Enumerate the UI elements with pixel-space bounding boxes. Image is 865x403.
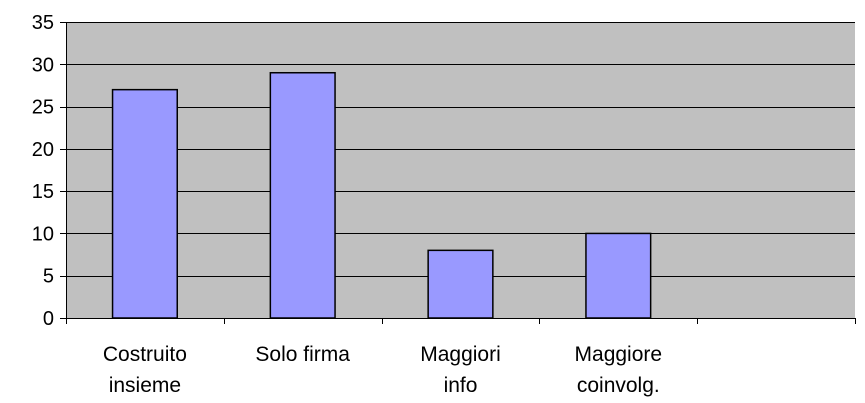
x-tick-label-line: Solo firma <box>255 343 350 366</box>
y-tick-label-5: 5 <box>43 266 54 288</box>
x-tick-label-3: Maggiore coinvolg. <box>575 343 663 397</box>
y-tick-label-15: 15 <box>32 181 54 203</box>
gridlines <box>66 22 855 277</box>
x-tick-label-0: Costruito insieme <box>103 343 187 397</box>
x-tick-label-line: coinvolg. <box>577 374 660 397</box>
x-tick-label-line: info <box>444 374 478 397</box>
bar-3 <box>585 232 652 319</box>
x-tick-label-line: insieme <box>109 374 181 397</box>
x-tick-label-line: Maggiore <box>575 343 663 366</box>
y-tick-labels: 0 5 10 15 20 25 30 35 <box>32 12 54 330</box>
x-tick-label-line: Costruito <box>103 343 187 366</box>
axes <box>60 22 856 324</box>
y-tick-label-20: 20 <box>32 139 54 161</box>
y-tick-label-30: 30 <box>32 54 54 76</box>
y-tick-label-0: 0 <box>43 308 54 330</box>
x-tick-label-1: Solo firma <box>255 343 350 366</box>
bar-0 <box>111 88 178 319</box>
y-tick-label-10: 10 <box>32 223 54 245</box>
y-tick-label-25: 25 <box>32 97 54 119</box>
x-tick-label-line: Maggiori <box>420 343 501 366</box>
x-tick-label-2: Maggiori info <box>420 343 501 397</box>
y-tick-label-35: 35 <box>32 12 54 34</box>
bar-1 <box>269 71 336 319</box>
bar-2 <box>427 249 494 319</box>
